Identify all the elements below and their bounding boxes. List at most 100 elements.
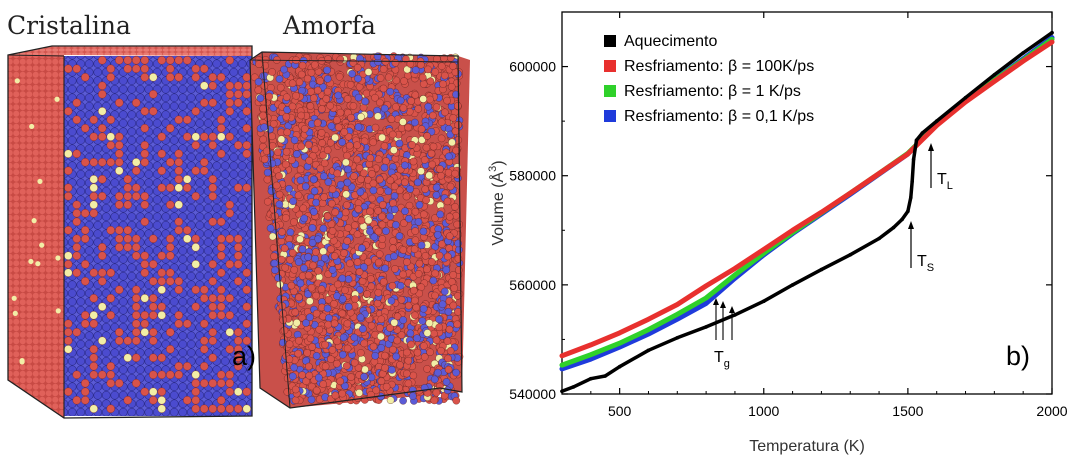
amorphous-atom xyxy=(409,157,418,166)
crystal-atom xyxy=(89,311,98,320)
amorphous-atom xyxy=(404,379,413,388)
series-point-3 xyxy=(703,301,709,306)
amorphous-atom xyxy=(406,185,414,193)
amorphous-atom xyxy=(338,309,346,318)
series-point-0 xyxy=(848,253,852,257)
amorphous-atom xyxy=(323,66,331,74)
amorphous-atom xyxy=(295,258,303,266)
amorphous-atom xyxy=(428,160,436,169)
amorphous-atom xyxy=(363,290,371,298)
amorphous-atom xyxy=(381,351,389,360)
amorphous-atom xyxy=(316,77,324,85)
amorphous-atom xyxy=(290,136,299,144)
amorphous-atom xyxy=(351,221,359,230)
amorphous-atom xyxy=(452,368,460,377)
amorphous-atom xyxy=(411,311,419,320)
amorphous-atom xyxy=(274,148,282,156)
amorphous-atom xyxy=(331,133,339,142)
amorphous-atom xyxy=(419,95,427,103)
crystal-atom xyxy=(174,56,183,65)
series-point-3 xyxy=(559,366,565,372)
amorphous-atom xyxy=(408,141,416,149)
amorphous-atom xyxy=(442,378,451,386)
amorphous-atom xyxy=(420,353,429,361)
amorphous-atom xyxy=(449,62,457,70)
crystal-atom xyxy=(183,56,192,65)
panel-b-letter: b) xyxy=(1006,341,1030,371)
amorphous-atom xyxy=(429,142,438,151)
crystal-atom xyxy=(166,328,175,337)
crystal-atom xyxy=(157,285,166,294)
amorphous-atom xyxy=(433,231,442,239)
crystal-atom xyxy=(217,311,226,320)
crystal-atom xyxy=(183,319,192,328)
amorphous-atom xyxy=(400,77,408,85)
crystal-atom xyxy=(242,149,251,158)
amorphous-atom xyxy=(342,190,350,199)
crystal-atom xyxy=(191,192,200,201)
amorphous-atom xyxy=(445,152,453,161)
amorphous-atom xyxy=(437,134,446,143)
amorphous-atom xyxy=(453,292,462,300)
amorphous-atom xyxy=(392,103,400,111)
amorphous-atom xyxy=(432,336,441,344)
series-point-0 xyxy=(704,325,708,329)
crystal-atom xyxy=(234,183,243,192)
amorphous-atom xyxy=(327,122,336,130)
crystal-atom xyxy=(242,183,251,192)
amorphous-atom xyxy=(340,249,348,257)
amorphous-atom xyxy=(307,87,315,96)
amorphous-atom xyxy=(375,250,384,258)
amorphous-atom xyxy=(254,86,263,94)
amorphous-atom xyxy=(364,216,373,225)
amorphous-atom xyxy=(357,216,366,225)
amorphous-atom xyxy=(437,118,446,126)
amorphous-atom xyxy=(419,227,428,236)
amorphous-atom xyxy=(298,61,307,70)
amorphous-atom xyxy=(276,83,285,92)
crystalline-box xyxy=(7,45,253,419)
crystal-atom xyxy=(64,226,73,235)
amorphous-atom xyxy=(294,191,303,200)
panel-a-letter: a) xyxy=(232,341,256,371)
crystal-side-atom xyxy=(19,359,25,365)
amorphous-atom xyxy=(369,186,378,195)
amorphous-atom xyxy=(328,227,337,235)
tg-label: Tg xyxy=(714,349,730,370)
crystal-atom xyxy=(166,124,175,133)
amorphous-atom xyxy=(323,304,332,313)
amorphous-atom xyxy=(438,240,446,248)
crystal-atom xyxy=(217,251,226,260)
amorphous-atom xyxy=(443,337,452,345)
amorphous-atom xyxy=(374,288,383,297)
amorphous-atom xyxy=(327,355,335,363)
amorphous-atom xyxy=(330,319,339,328)
crystal-atom xyxy=(64,251,73,260)
amorphous-atom xyxy=(342,158,350,167)
amorphous-atom xyxy=(418,317,427,325)
crystal-atom xyxy=(64,319,73,328)
amorphous-atom xyxy=(277,135,286,144)
crystal-atom xyxy=(132,64,141,73)
amorphous-atom xyxy=(320,254,329,262)
chart-series xyxy=(559,30,1055,394)
series-point-0 xyxy=(790,283,795,287)
crystal-atom xyxy=(140,268,149,277)
amorphous-atom xyxy=(306,102,315,110)
amorphous-atom xyxy=(423,329,432,337)
amorphous-atom xyxy=(368,194,376,203)
crystal-atom xyxy=(140,387,149,396)
amorphous-atom xyxy=(432,191,441,199)
series-point-1 xyxy=(848,191,853,196)
crystal-atom xyxy=(200,379,209,388)
amorphous-atom xyxy=(410,245,419,253)
crystal-side-atom xyxy=(35,261,41,267)
series-line-1 xyxy=(559,39,1055,359)
crystal-atom xyxy=(225,387,234,396)
chart-axes: 500 1000 1500 2000 540000 560000 580000 600000 T… xyxy=(487,12,1068,455)
amorphous-atom xyxy=(403,348,411,357)
crystal-atom xyxy=(157,183,166,192)
series-point-1 xyxy=(963,99,968,105)
crystal-atom xyxy=(140,64,149,73)
amorphous-atom xyxy=(452,396,461,405)
